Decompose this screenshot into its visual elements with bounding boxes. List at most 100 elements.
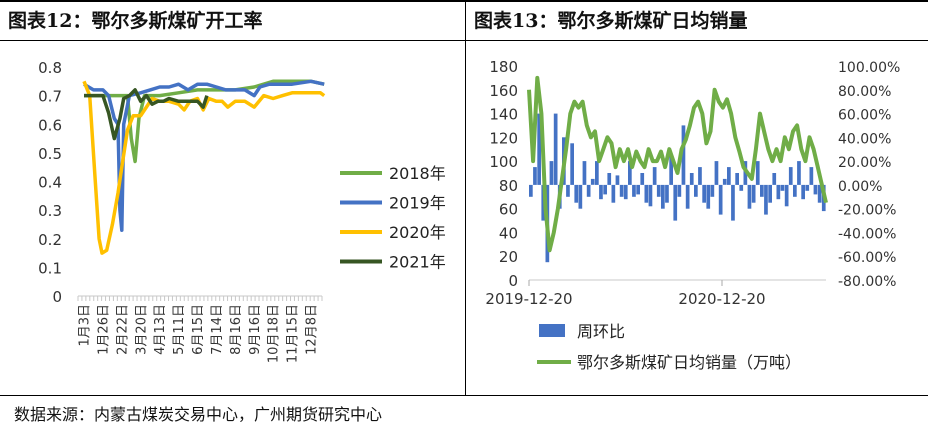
x-tick-label: 8月16日 — [229, 304, 244, 355]
bar-wow — [760, 184, 764, 197]
bar-wow — [788, 167, 793, 185]
bar-wow — [681, 125, 686, 185]
top-rule — [0, 0, 928, 2]
bar-wow — [718, 184, 723, 215]
right-y-tick-label: 0.00% — [838, 179, 882, 195]
bar-wow — [805, 184, 810, 191]
bar-wow — [566, 184, 570, 197]
bar-wow — [656, 184, 661, 197]
left-y-tick-label: 160 — [489, 82, 518, 100]
bar-wow — [611, 184, 616, 203]
right-y-tick-label: -80.00% — [838, 274, 896, 290]
bar-wow — [636, 184, 640, 195]
bar-wow — [574, 184, 579, 203]
x-tick-label: 1月26日 — [96, 304, 111, 355]
bar-wow — [768, 184, 772, 203]
y-tick-label: 0 — [52, 288, 62, 306]
bar-wow — [632, 184, 636, 197]
bar-wow — [619, 184, 624, 197]
left-y-tick-label: 140 — [489, 106, 518, 124]
bar-wow — [751, 184, 756, 203]
bar-wow — [702, 184, 706, 203]
bar-wow — [731, 184, 735, 221]
left-y-tick-label: 40 — [499, 224, 518, 242]
x-tick-label: 7月14日 — [210, 304, 225, 355]
left-y-tick-label: 80 — [499, 177, 518, 195]
left-y-tick-label: 60 — [499, 201, 518, 219]
right-y-tick-label: 80.00% — [838, 84, 891, 100]
bar-wow — [570, 143, 574, 185]
bar-wow — [784, 184, 789, 207]
bar-wow — [809, 167, 814, 185]
bar-wow — [677, 184, 682, 197]
bar-wow — [644, 184, 649, 203]
legend-label-2019年: 2019年 — [389, 194, 446, 213]
right-y-tick-label: 40.00% — [838, 131, 891, 147]
bar-wow — [776, 184, 781, 200]
bar-wow — [706, 184, 711, 209]
right-y-tick-label: -40.00% — [838, 226, 896, 242]
bar-wow — [739, 184, 744, 191]
legend-label-2021年: 2021年 — [389, 253, 446, 272]
bar-wow — [772, 173, 777, 185]
bar-wow — [673, 184, 678, 221]
bar-wow — [714, 161, 719, 185]
y-tick-label: 0.1 — [38, 259, 62, 277]
left-y-tick-label: 0 — [508, 272, 518, 290]
bar-wow — [603, 184, 607, 195]
bar-wow — [599, 184, 603, 200]
x-tick-label: 5月11日 — [172, 304, 187, 355]
bar-wow — [652, 167, 657, 185]
bar-wow — [747, 184, 752, 209]
panel-divider — [465, 0, 466, 395]
bar-wow — [586, 184, 591, 197]
y-tick-label: 0.3 — [38, 202, 62, 220]
y-tick-label: 0.2 — [38, 231, 62, 249]
bar-wow — [661, 184, 665, 209]
bar-wow — [801, 184, 805, 200]
y-tick-label: 0.4 — [38, 174, 62, 192]
bar-wow — [549, 161, 554, 185]
series-line-2021年 — [84, 88, 209, 141]
header-rule — [0, 40, 928, 41]
bar-wow — [797, 161, 801, 185]
bar-wow — [640, 173, 645, 185]
left-y-tick-label: 120 — [489, 129, 518, 147]
sales-line — [527, 75, 828, 253]
legend-label-2018年: 2018年 — [389, 164, 446, 183]
right-y-tick-label: 60.00% — [838, 108, 891, 124]
y-tick-label: 0.7 — [38, 88, 62, 106]
bar-wow — [533, 167, 537, 185]
right-y-tick-label: -60.00% — [838, 250, 896, 266]
left-y-tick-label: 20 — [499, 248, 518, 266]
y-tick-label: 0.8 — [38, 59, 62, 77]
bar-wow — [698, 167, 702, 185]
x-tick-label: 9月16日 — [248, 304, 263, 355]
bar-wow — [817, 184, 822, 203]
bar-wow — [764, 184, 768, 215]
x-tick-label: 2月22日 — [115, 304, 130, 355]
bar-wow — [780, 184, 785, 191]
x-tick-label: 2019-12-20 — [485, 290, 572, 308]
left-y-tick-label: 100 — [489, 153, 518, 171]
y-tick-label: 0.6 — [38, 116, 62, 134]
bar-wow — [722, 178, 727, 185]
x-tick-label: 11月15日 — [286, 304, 301, 363]
series-line-2020年 — [82, 80, 326, 255]
bar-wow — [529, 184, 533, 197]
right-y-tick-label: 20.00% — [838, 155, 891, 171]
right-y-tick-label: -20.00% — [838, 203, 896, 219]
series-line-2019年 — [83, 79, 325, 232]
bar-wow — [595, 161, 599, 185]
bar-wow — [590, 178, 595, 185]
bar-wow — [710, 184, 715, 197]
x-tick-label: 4月13日 — [153, 304, 168, 355]
bar-wow — [648, 184, 653, 207]
bar-wow — [793, 184, 797, 197]
operating-rate-chart: 0 0.1 0.2 0.3 0.4 0.5 0.6 0.7 0.8 1月3日 1月26日 2月22日 3… — [38, 59, 446, 363]
x-tick-label: 12月8日 — [305, 304, 320, 355]
x-tick-label: 3月20日 — [134, 304, 149, 355]
series-line-2018年 — [84, 79, 325, 164]
right-y-tick-label: 100.00% — [838, 60, 900, 76]
daily-sales-chart: 0 20 40 60 80 100 120 140 160 180 -80.00% -60.00% -4… — [485, 58, 900, 372]
